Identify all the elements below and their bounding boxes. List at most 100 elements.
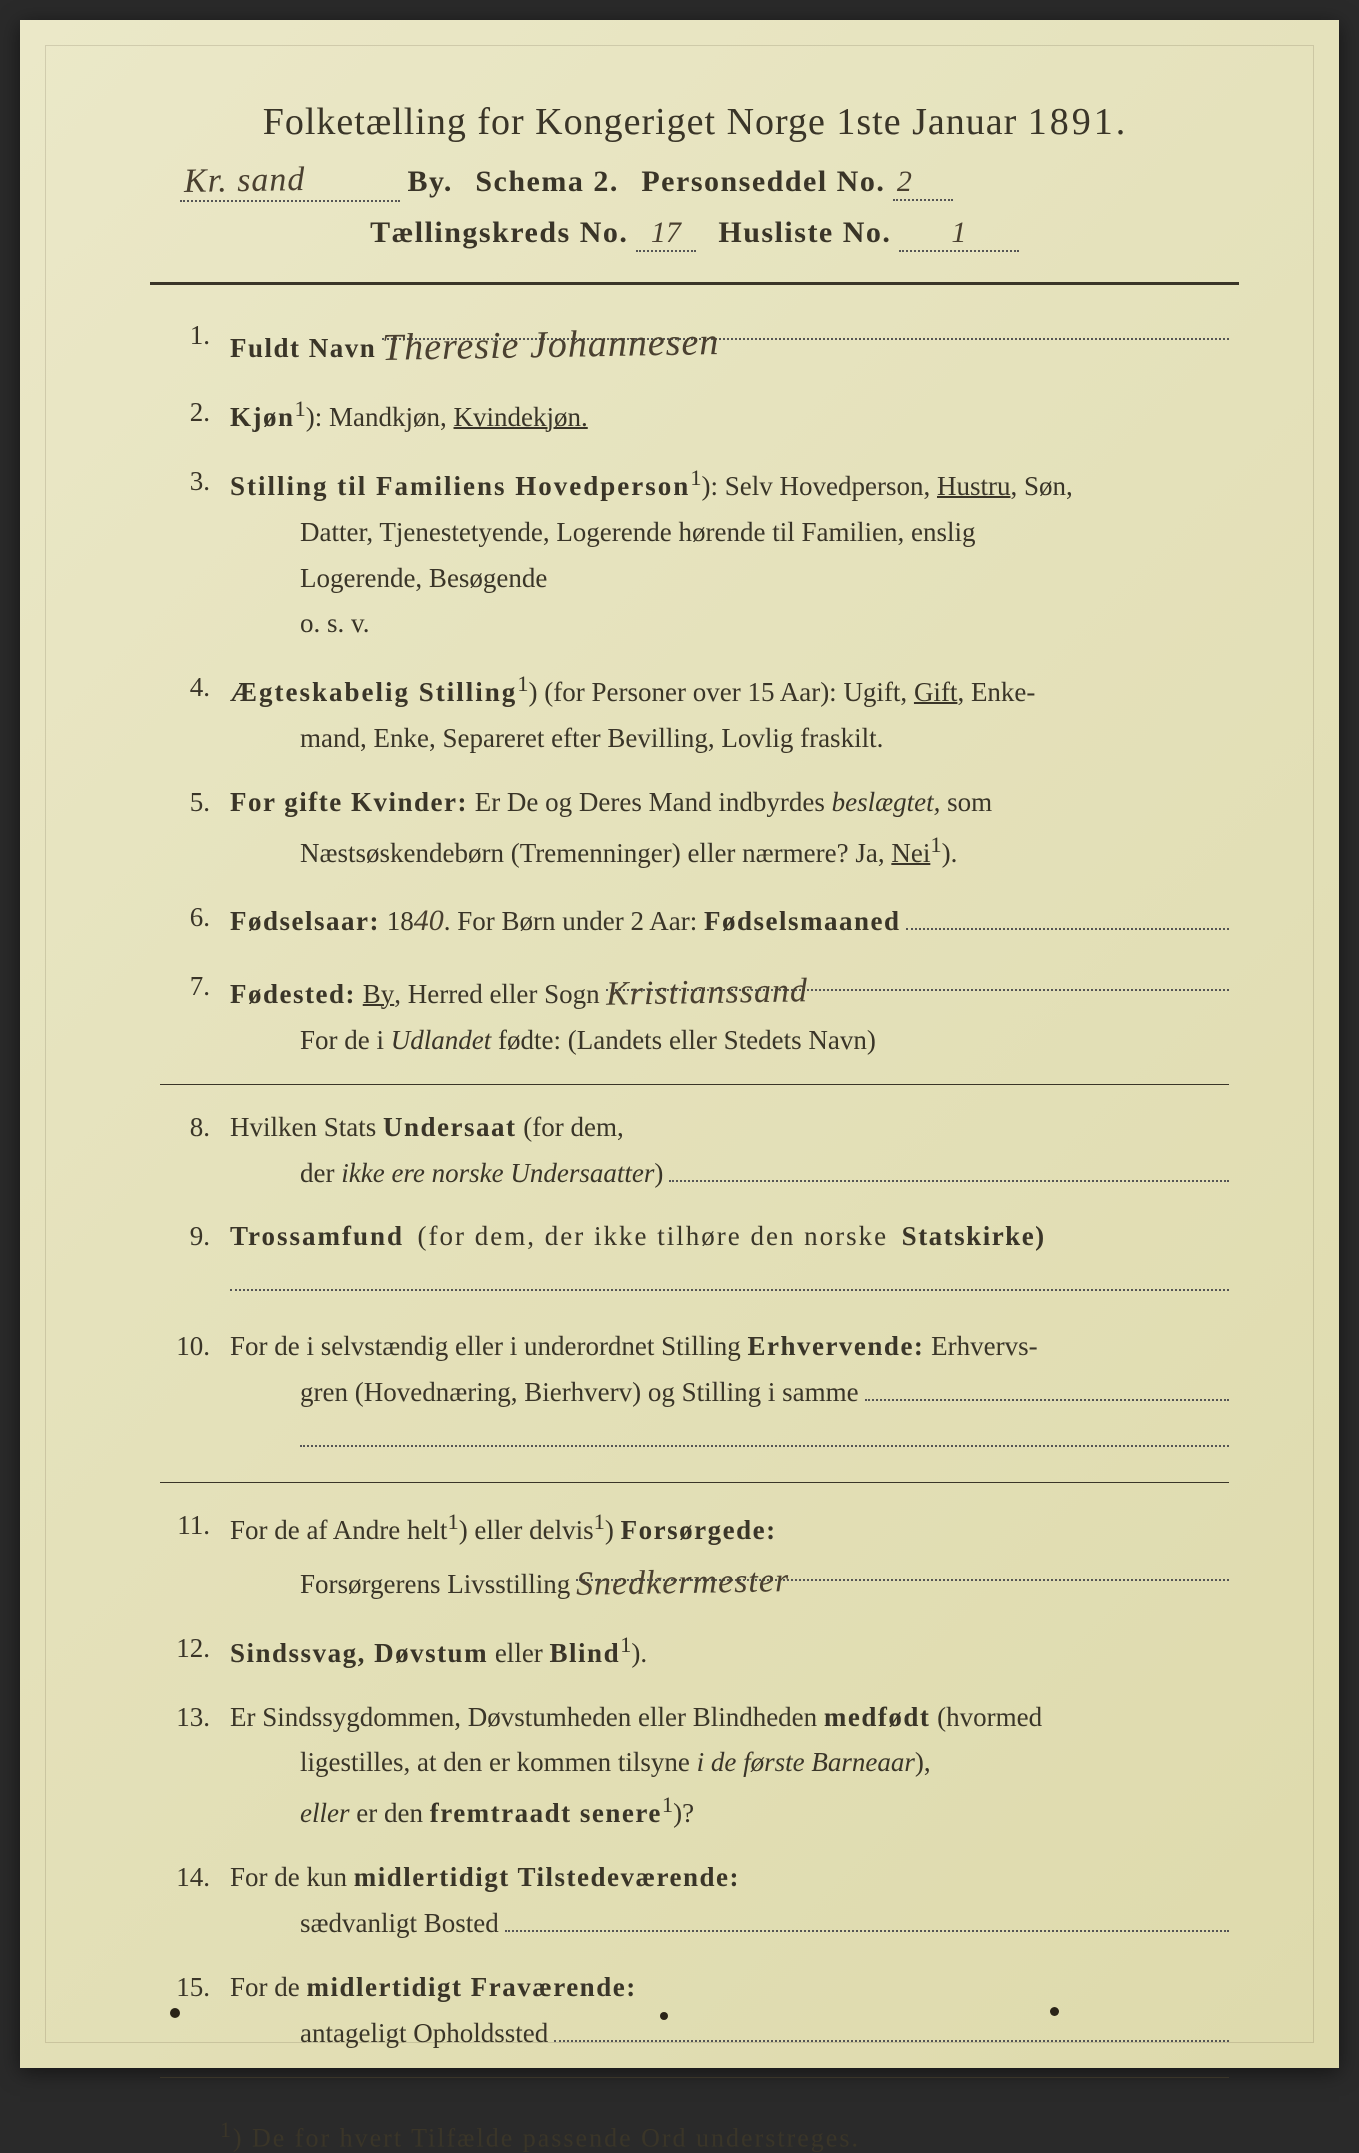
q5-text2: som — [947, 787, 992, 817]
q11-sup2: 1 — [594, 1509, 605, 1534]
q13-text1: Er Sindssygdommen, Døvstumheden eller Bl… — [230, 1702, 817, 1732]
form-header: Folketælling for Kongeriget Norge 1ste J… — [150, 100, 1239, 252]
ink-blot — [170, 2008, 180, 2018]
q3-sel: Hustru — [937, 471, 1011, 501]
q14-line2: sædvanligt Bosted — [300, 1901, 499, 1947]
q9-text1: (for dem, der ikke tilhøre den norske — [418, 1221, 889, 1251]
q14-bold1: midlertidigt Tilstedeværende: — [354, 1862, 740, 1892]
q8-ital: ikke ere norske Undersaatter — [341, 1151, 654, 1197]
q5-line2a: Næstsøskendebørn (Tremenninger) eller næ… — [300, 838, 885, 868]
q5-ital1: beslægtet, — [832, 787, 941, 817]
q4-label: Ægteskabelig Stilling — [230, 677, 517, 707]
q12-sup: 1 — [620, 1632, 631, 1657]
q8-bold1: Undersaat — [383, 1112, 517, 1142]
q6-year: 40 — [414, 895, 444, 946]
q3-line4: o. s. v. — [230, 601, 1229, 647]
q10-bold1: Erhvervende: — [747, 1331, 924, 1361]
q2-sup: 1 — [295, 396, 306, 421]
row-1: 1. Fuldt Navn Theresie Johannesen — [160, 313, 1229, 372]
q7-line2: For de i — [300, 1025, 384, 1055]
row-9: 9. Trossamfund (for dem, der ikke tilhør… — [160, 1214, 1229, 1306]
q4-opt1: Ugift, — [843, 677, 907, 707]
q8-num: 8. — [160, 1105, 230, 1197]
q8-field — [669, 1155, 1229, 1182]
row-12: 12. Sindssvag, Døvstum eller Blind1). — [160, 1626, 1229, 1677]
q13-line3b: er den — [356, 1798, 423, 1828]
q1-value: Theresie Johannesen — [382, 310, 720, 380]
footnote: 1) De for hvert Tilfælde passende Ord un… — [160, 2118, 1229, 2153]
row-11: 11. For de af Andre helt1) eller delvis1… — [160, 1503, 1229, 1608]
q14-field — [505, 1905, 1229, 1932]
q14-text1: For de kun — [230, 1862, 347, 1892]
q11-value: Snedkermester — [576, 1552, 790, 1614]
q3-line2: Datter, Tjenestetyende, Logerende hørend… — [230, 510, 1229, 556]
q9-label: Trossamfund — [230, 1221, 404, 1251]
row-7: 7. Fødested: By, Herred eller Sogn Krist… — [160, 964, 1229, 1064]
q11-text3: ) — [605, 1515, 614, 1545]
main-title: Folketælling for Kongeriget Norge 1ste J… — [170, 100, 1219, 144]
q9-bold2: Statskirke) — [902, 1221, 1046, 1251]
q15-field — [554, 2015, 1229, 2042]
q3-sup: 1 — [690, 465, 701, 490]
q13-num: 13. — [160, 1695, 230, 1838]
q9-num: 9. — [160, 1214, 230, 1306]
footnote-sup: 1 — [220, 2118, 233, 2142]
q14-num: 14. — [160, 1855, 230, 1947]
q1-num: 1. — [160, 313, 230, 372]
row-13: 13. Er Sindssygdommen, Døvstumheden elle… — [160, 1695, 1229, 1838]
q7-value: Kristianssand — [605, 962, 808, 1023]
q4-sup: 1 — [517, 671, 528, 696]
q6-month-field — [906, 903, 1229, 930]
header-rule — [150, 282, 1239, 285]
q6-label: Fødselsaar: — [230, 899, 380, 945]
divider-3 — [160, 2077, 1229, 2078]
q5-label: For gifte Kvinder: — [230, 787, 468, 817]
row-3: 3. Stilling til Familiens Hovedperson1):… — [160, 459, 1229, 648]
ink-blot — [1050, 2007, 1059, 2016]
q7-field: Kristianssand — [606, 964, 1229, 991]
q4-sel: Gift — [914, 677, 958, 707]
q7-text1: , Herred eller Sogn — [394, 972, 599, 1018]
kreds-label: Tællingskreds No. — [370, 216, 628, 249]
q3-num: 3. — [160, 459, 230, 648]
q5-num: 5. — [160, 780, 230, 877]
row-4: 4. Ægteskabelig Stilling1) (for Personer… — [160, 665, 1229, 762]
q12-num: 12. — [160, 1626, 230, 1677]
q8-line2: der — [300, 1151, 334, 1197]
personseddel-no: 2 — [897, 165, 912, 199]
q11-sup1: 1 — [447, 1509, 458, 1534]
q10-line2: gren (Hovednæring, Bierhverv) og Stillin… — [300, 1370, 859, 1416]
q4-line2: mand, Enke, Separeret efter Bevilling, L… — [230, 716, 1229, 762]
q15-bold1: midlertidigt Fraværende: — [307, 1972, 637, 2002]
q10-text1: For de i selvstændig eller i underordnet… — [230, 1331, 741, 1361]
q8-text1: Hvilken Stats — [230, 1112, 376, 1142]
kreds-no: 17 — [651, 216, 681, 250]
q11-text1: For de af Andre helt — [230, 1515, 447, 1545]
q11-text2: ) eller delvis — [459, 1515, 594, 1545]
personseddel-label: Personseddel No. — [641, 165, 885, 198]
title-text: Folketælling for Kongeriget Norge 1ste J… — [263, 101, 1018, 143]
q3-text1: Selv Hovedperson, — [725, 471, 930, 501]
divider-1 — [160, 1084, 1229, 1085]
q13-text2: (hvormed — [937, 1702, 1042, 1732]
q3-label: Stilling til Familiens Hovedperson — [230, 471, 690, 501]
q15-line2: antageligt Opholdssted — [300, 2011, 548, 2057]
q13-sup: 1 — [662, 1792, 673, 1817]
q9-field — [230, 1269, 1229, 1291]
q2-opt1: Mandkjøn, — [329, 402, 447, 432]
row-14: 14. For de kun midlertidigt Tilstedevære… — [160, 1855, 1229, 1947]
q2-num: 2. — [160, 390, 230, 441]
row-10: 10. For de i selvstændig eller i underor… — [160, 1324, 1229, 1462]
form-body: 1. Fuldt Navn Theresie Johannesen 2. Kjø… — [150, 313, 1239, 2153]
q1-field: Theresie Johannesen — [382, 313, 1229, 340]
q3-line3: Logerende, Besøgende — [230, 556, 1229, 602]
q7-num: 7. — [160, 964, 230, 1064]
q4-paren: (for Personer over 15 Aar): — [544, 677, 836, 707]
q7-label: Fødested: — [230, 972, 356, 1018]
husliste-no-field: 1 — [899, 216, 1019, 252]
footnote-text: ) De for hvert Tilfælde passende Ord und… — [233, 2123, 860, 2152]
kreds-no-field: 17 — [636, 216, 696, 252]
q13-line3a: eller — [300, 1798, 349, 1828]
husliste-label: Husliste No. — [718, 216, 891, 249]
q10-field1 — [865, 1374, 1229, 1401]
